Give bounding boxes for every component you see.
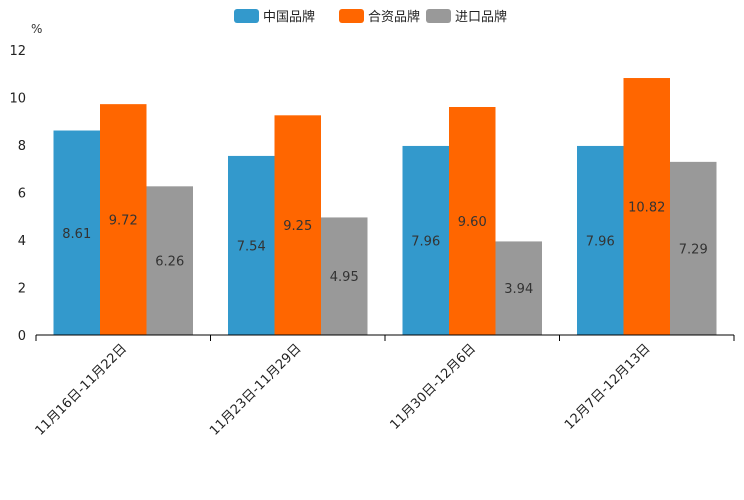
bar-value-label: 7.54 bbox=[237, 239, 266, 254]
legend-swatch bbox=[339, 9, 364, 23]
y-tick-label: 10 bbox=[9, 92, 26, 107]
bar bbox=[274, 115, 321, 335]
bar bbox=[228, 155, 275, 335]
y-tick-label: 4 bbox=[18, 234, 26, 249]
legend-label: 合资品牌 bbox=[368, 9, 420, 25]
bar-value-label: 10.82 bbox=[628, 201, 665, 216]
y-tick-label: 12 bbox=[9, 44, 26, 59]
x-axis: 11月16日-11月22日 11月23日-11月29日 11月30日-12月6日 12… bbox=[33, 334, 735, 439]
legend: 中国品牌 合资品牌 进口品牌 bbox=[234, 9, 507, 25]
y-axis-unit-label: % bbox=[31, 22, 42, 36]
bar-value-label: 9.25 bbox=[283, 219, 312, 234]
bar bbox=[577, 145, 624, 335]
y-tick-label: 0 bbox=[18, 329, 26, 344]
bar-value-label: 7.96 bbox=[586, 234, 615, 249]
bar-value-label: 7.29 bbox=[679, 242, 708, 257]
legend-item: 中国品牌 bbox=[234, 9, 315, 25]
legend-swatch bbox=[234, 9, 259, 23]
x-category-label: 11月23日-11月29日 bbox=[207, 341, 304, 438]
y-tick-label: 2 bbox=[18, 282, 26, 297]
legend-item: 进口品牌 bbox=[426, 9, 507, 25]
bar-value-label: 9.60 bbox=[458, 215, 487, 230]
bar bbox=[53, 130, 100, 335]
bar bbox=[495, 241, 542, 335]
bar-value-label: 9.72 bbox=[109, 214, 138, 229]
y-tick-label: 8 bbox=[18, 139, 26, 154]
bar-value-label: 4.95 bbox=[330, 270, 359, 285]
bar bbox=[100, 104, 147, 336]
x-category-label: 12月7日-12月13日 bbox=[562, 341, 654, 433]
legend-item: 合资品牌 bbox=[339, 9, 420, 25]
bar bbox=[402, 145, 449, 335]
bar bbox=[670, 161, 717, 335]
legend-swatch bbox=[426, 9, 451, 23]
y-axis: 0 2 4 6 8 10 12 bbox=[9, 44, 26, 344]
bar-value-label: 6.26 bbox=[155, 255, 184, 270]
bar-value-label: 7.96 bbox=[411, 234, 440, 249]
bar bbox=[623, 78, 670, 336]
bars: 8.61 7.54 7.96 7.96 9.72 9.25 9.60 10.82 6.26 4.9… bbox=[53, 78, 717, 336]
legend-label: 进口品牌 bbox=[455, 9, 507, 25]
bar bbox=[449, 107, 496, 335]
bar bbox=[321, 217, 368, 335]
bar-value-label: 8.61 bbox=[62, 227, 91, 242]
x-category-label: 11月30日-12月6日 bbox=[387, 341, 479, 433]
y-tick-label: 6 bbox=[18, 187, 26, 202]
bar bbox=[146, 186, 193, 335]
bar-value-label: 3.94 bbox=[504, 282, 533, 297]
x-category-label: 11月16日-11月22日 bbox=[33, 341, 130, 438]
legend-label: 中国品牌 bbox=[263, 9, 315, 25]
